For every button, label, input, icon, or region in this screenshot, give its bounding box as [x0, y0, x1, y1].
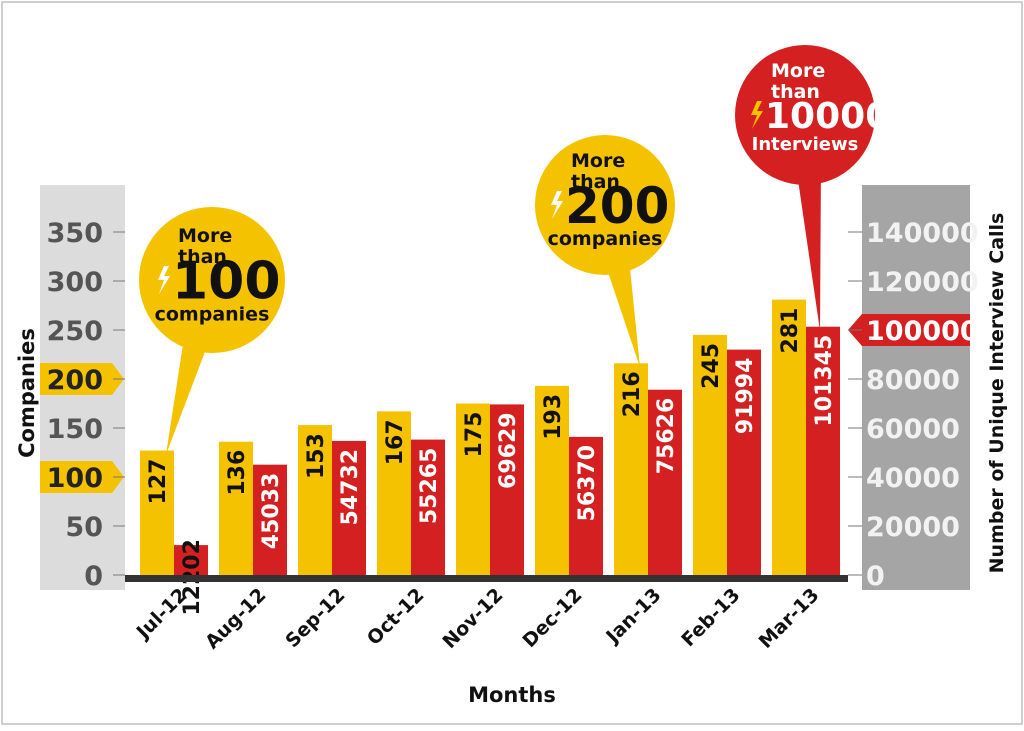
bar-interview-calls [648, 389, 682, 575]
value-label-interview-calls: 91994 [733, 358, 758, 435]
value-label-companies: 127 [146, 459, 171, 505]
right-tick-label: 40000 [866, 463, 960, 494]
left-axis-title: Companies [15, 328, 39, 458]
bar-interview-calls [174, 545, 208, 575]
bar-interview-calls [490, 404, 524, 575]
value-label-companies: 175 [462, 412, 487, 458]
callout-text: than [178, 246, 227, 268]
bar-interview-calls [806, 326, 840, 575]
callout-text: companies [155, 304, 270, 326]
left-tick-label: 0 [84, 561, 103, 592]
value-label-companies: 193 [541, 394, 566, 440]
right-tick-highlight [848, 314, 970, 346]
bar-companies [219, 441, 253, 575]
right-tick-label: 100000 [866, 316, 979, 347]
callout-text: More [771, 60, 825, 82]
callout-pointer [797, 177, 821, 331]
callout-pointer [166, 340, 207, 455]
callout-bubble [535, 135, 675, 275]
callout-text: companies [548, 228, 663, 250]
lightning-bolt-icon [751, 101, 763, 129]
right-tick-label: 80000 [866, 365, 960, 396]
value-label-interview-calls: 69629 [496, 412, 521, 489]
callout-big-number: 200 [565, 177, 669, 235]
callout-text: than [571, 171, 620, 193]
callout-bubble [139, 207, 285, 353]
left-tick-label: 100 [47, 463, 103, 494]
value-label-interview-calls: 75626 [654, 398, 679, 475]
bar-companies [693, 334, 727, 575]
bar-interview-calls [332, 440, 366, 575]
right-tick-label: 120000 [866, 267, 979, 298]
right-axis-panel [862, 185, 970, 590]
callout-text: than [771, 81, 820, 103]
x-axis-baseline [125, 575, 848, 582]
callout-big-number: 100 [172, 252, 281, 312]
right-tick-label: 0 [866, 561, 885, 592]
x-axis-title: Months [468, 683, 556, 707]
bar-companies [377, 411, 411, 575]
value-label-interview-calls: 55265 [417, 448, 442, 525]
value-label-companies: 136 [225, 450, 250, 496]
left-tick-label: 250 [47, 316, 103, 347]
value-label-companies: 167 [383, 419, 408, 465]
callout-pointer [607, 264, 640, 368]
bar-companies [456, 403, 490, 575]
left-tick-highlight [40, 363, 124, 395]
left-tick-highlight [40, 461, 124, 493]
right-tick-label: 140000 [866, 218, 979, 249]
value-label-companies: 281 [778, 308, 803, 354]
bar-interview-calls [727, 349, 761, 575]
bar-interview-calls [253, 464, 287, 575]
right-axis-title: Number of Unique Interview Calls [986, 213, 1008, 574]
bar-companies [614, 363, 648, 575]
left-tick-label: 200 [47, 365, 103, 396]
right-tick-label: 20000 [866, 512, 960, 543]
callout-text: More [571, 150, 625, 172]
left-tick-label: 50 [65, 512, 103, 543]
lightning-bolt-icon [551, 191, 563, 219]
value-label-companies: 216 [620, 371, 645, 417]
callout-big-number: 100000 [765, 96, 915, 137]
bar-interview-calls [411, 439, 445, 575]
value-label-interview-calls: 45033 [259, 473, 284, 550]
left-tick-label: 150 [47, 414, 103, 445]
bar-companies [140, 450, 174, 575]
lightning-bolt-icon [158, 266, 170, 294]
right-tick-label: 60000 [866, 414, 960, 445]
left-tick-label: 300 [47, 267, 103, 298]
value-label-companies: 245 [699, 343, 724, 389]
value-label-companies: 153 [304, 433, 329, 479]
bar-companies [535, 385, 569, 575]
value-label-interview-calls: 56370 [575, 445, 600, 522]
value-label-interview-calls: 54732 [338, 449, 363, 526]
bar-companies [298, 425, 332, 575]
bar-companies [772, 299, 806, 575]
callout-bubble [735, 45, 875, 185]
callout-text: Interviews [752, 134, 859, 155]
value-label-interview-calls: 101345 [812, 335, 837, 427]
left-tick-label: 350 [47, 218, 103, 249]
bar-interview-calls [569, 436, 603, 575]
callout-text: More [178, 225, 232, 247]
